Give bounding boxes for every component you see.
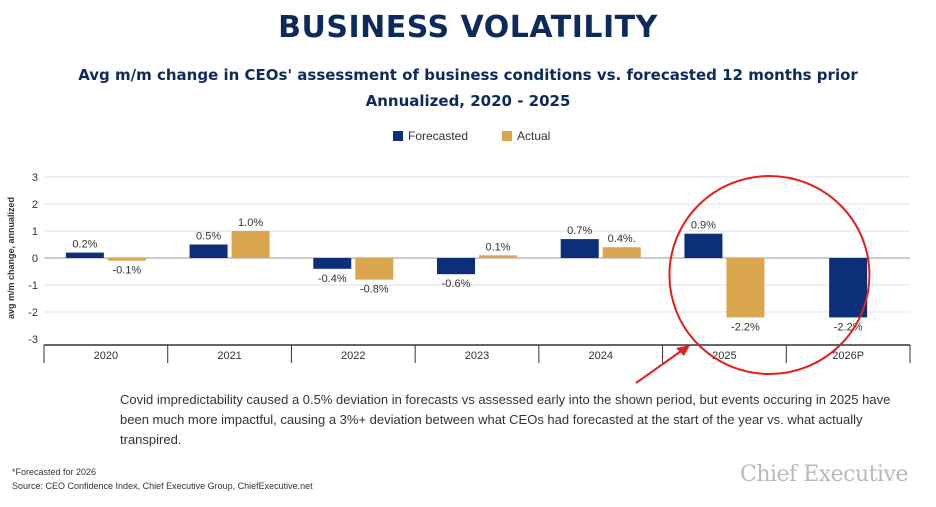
bar-actual xyxy=(231,231,270,258)
bar-actual xyxy=(107,258,146,261)
data-label: 0.9% xyxy=(691,220,716,232)
y-tick-label: 1 xyxy=(32,226,38,238)
bar-forecasted xyxy=(829,258,868,318)
chart-subtitle-period: Annualized, 2020 - 2025 xyxy=(365,92,571,110)
chart-subtitle: Avg m/m change in CEOs' assessment of bu… xyxy=(78,66,858,84)
data-label: 0.5% xyxy=(196,231,221,243)
data-label: 0.1% xyxy=(485,241,510,253)
brand-logo: Chief Executive xyxy=(740,462,909,487)
y-tick-label: -2 xyxy=(28,307,38,319)
highlight-circle xyxy=(668,175,871,375)
y-tick-label: -3 xyxy=(28,334,38,346)
legend-swatch xyxy=(393,131,403,141)
data-label: -2.2% xyxy=(731,321,760,333)
x-tick-label: 2024 xyxy=(588,350,612,362)
data-label: 0.2% xyxy=(72,239,97,251)
data-label: -2.2% xyxy=(834,321,863,333)
y-tick-label: 0 xyxy=(32,253,38,265)
bar-forecasted xyxy=(65,252,104,258)
x-tick-label: 2022 xyxy=(341,350,365,362)
footnote: *Forecasted for 2026 xyxy=(12,467,97,477)
x-tick-label: 2026P xyxy=(832,350,864,362)
data-label: 1.0% xyxy=(238,217,263,229)
data-label: 0.7% xyxy=(567,225,592,237)
bar-actual xyxy=(602,247,641,258)
x-tick-label: 2025 xyxy=(712,350,736,362)
source-note: Source: CEO Confidence Index, Chief Exec… xyxy=(12,481,313,491)
data-label: -0.4% xyxy=(318,273,347,285)
highlight-arrow-line xyxy=(635,348,685,384)
bar-forecasted xyxy=(313,258,352,269)
bar-actual xyxy=(355,258,394,280)
x-tick-label: 2023 xyxy=(465,350,489,362)
y-axis-label: avg m/m change, annualized xyxy=(6,197,16,319)
x-tick-label: 2021 xyxy=(217,350,241,362)
legend-swatch xyxy=(502,131,512,141)
x-tick-label: 2020 xyxy=(94,350,118,362)
chart-title: BUSINESS VOLATILITY xyxy=(278,10,658,45)
legend-label: Forecasted xyxy=(408,129,468,143)
arrow-head-icon xyxy=(676,345,690,356)
y-tick-label: 2 xyxy=(32,199,38,211)
bar-actual xyxy=(479,255,517,258)
y-tick-label: 3 xyxy=(32,172,38,184)
bar-forecasted xyxy=(437,258,475,275)
data-label: -0.1% xyxy=(112,265,141,277)
y-tick-label: -1 xyxy=(28,280,38,292)
bar-forecasted xyxy=(189,244,228,258)
data-label: -0.8% xyxy=(360,284,389,296)
annotation-text: Covid impredictability caused a 0.5% dev… xyxy=(120,392,891,447)
bar-chart: 3 2 1 0 -1 -2 -3 avg m/m change, annualized 2020… xyxy=(6,129,911,384)
bar-forecasted xyxy=(684,233,723,258)
data-label: 0.4%. xyxy=(608,233,636,245)
legend-label: Actual xyxy=(517,129,550,143)
bar-forecasted xyxy=(560,239,599,258)
data-label: -0.6% xyxy=(442,278,471,290)
bar-actual xyxy=(726,258,765,318)
